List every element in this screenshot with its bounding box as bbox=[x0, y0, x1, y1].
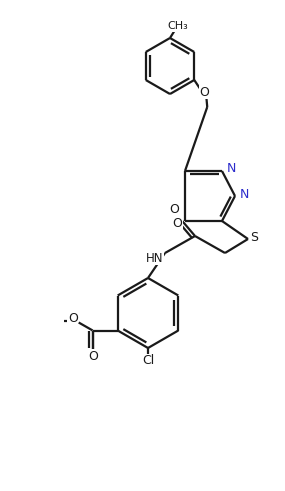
Text: O: O bbox=[172, 217, 182, 229]
Text: N: N bbox=[226, 162, 236, 174]
Text: N: N bbox=[239, 188, 249, 200]
Text: O: O bbox=[199, 85, 209, 99]
Text: CH₃: CH₃ bbox=[168, 21, 188, 31]
Text: O: O bbox=[169, 202, 179, 216]
Text: HN: HN bbox=[146, 251, 164, 265]
Text: O: O bbox=[68, 312, 78, 325]
Text: S: S bbox=[250, 230, 258, 244]
Text: O: O bbox=[88, 350, 98, 363]
Text: Cl: Cl bbox=[142, 355, 154, 367]
